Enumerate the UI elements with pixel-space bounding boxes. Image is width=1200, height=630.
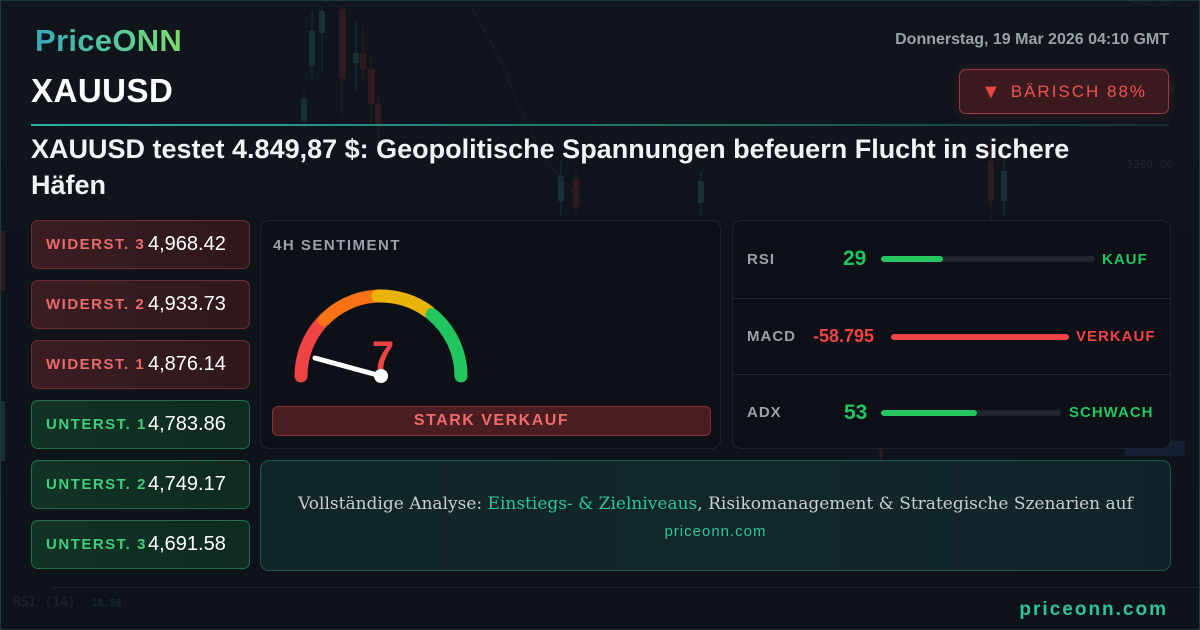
rsi-pane-label: RSI (14) 18.58 <box>13 595 122 610</box>
sentiment-gauge-icon <box>294 289 468 383</box>
indicator-name: MACD <box>747 328 796 345</box>
headline: XAUUSD testet 4.849,87 $: Geopolitische … <box>31 134 1070 200</box>
level-label: WIDERST. 3 <box>46 236 146 253</box>
indicators-panel: RSI 29 KAUF MACD -58.795 VERKAUF ADX 53 … <box>732 220 1171 449</box>
indicator-signal: KAUF <box>1102 250 1148 268</box>
level-value: 4,933.73 <box>148 293 226 315</box>
indicator-bar-fill <box>891 333 1069 340</box>
levels-list: WIDERST. 3 4,968.42 WIDERST. 2 4,933.73 … <box>31 220 250 569</box>
indicator-bar <box>881 409 1061 416</box>
indicator-bar-fill <box>881 256 943 262</box>
support-level-3: UNTERST. 3 4,691.58 <box>31 520 250 569</box>
rsi-pane-period: (14) <box>44 595 76 610</box>
indicator-row-macd: MACD -58.795 VERKAUF <box>733 298 1170 374</box>
triangle-down-icon: ▼ <box>980 80 1001 103</box>
chart-pane-separator <box>51 587 1199 588</box>
indicator-name: RSI <box>747 250 776 268</box>
datetime: Donnerstag, 19 Mar 2026 04:10 GMT <box>895 31 1169 48</box>
resistance-level-2: WIDERST. 2 4,933.73 <box>31 280 250 329</box>
indicator-value: 53 <box>844 400 868 424</box>
full-analysis-cta[interactable]: Vollständige Analyse: Einstiegs- & Zieln… <box>260 460 1171 571</box>
cta-suffix: , Risikomanagement & Strategische Szenar… <box>697 494 1133 514</box>
level-label: WIDERST. 1 <box>46 356 146 373</box>
sentiment-panel: 4H SENTIMENT 7 STARK VERKAUF <box>260 220 721 449</box>
cta-highlight: Einstiegs- & Zielniveaus <box>487 494 698 514</box>
cta-prefix: Vollständige Analyse: <box>298 494 488 514</box>
sentiment-score: 7 <box>371 334 395 378</box>
support-level-1: UNTERST. 1 4,783.86 <box>31 400 250 449</box>
header-divider <box>31 124 1169 126</box>
rsi-pane-name: RSI <box>13 595 37 610</box>
priceonn-logo: PriceONN <box>35 23 183 58</box>
level-label: UNTERST. 2 <box>46 476 147 493</box>
indicator-row-rsi: RSI 29 KAUF <box>733 221 1170 297</box>
indicator-bar <box>891 333 1069 340</box>
cta-text: Vollständige Analyse: Einstiegs- & Zieln… <box>261 494 1170 514</box>
footer-brand-link[interactable]: priceonn.com <box>1019 599 1168 620</box>
level-value: 4,691.58 <box>148 533 226 555</box>
support-level-2: UNTERST. 2 4,749.17 <box>31 460 250 509</box>
indicator-value: -58.795 <box>813 326 875 346</box>
indicator-value: 29 <box>843 247 867 270</box>
level-value: 4,968.42 <box>148 233 226 255</box>
indicator-name: ADX <box>747 404 782 421</box>
sentiment-title: 4H SENTIMENT <box>273 237 402 254</box>
indicator-bar <box>881 256 1095 262</box>
resistance-level-1: WIDERST. 1 4,876.14 <box>31 340 250 389</box>
level-value: 4,783.86 <box>148 413 226 435</box>
level-value: 4,876.14 <box>148 353 226 375</box>
level-label: UNTERST. 1 <box>46 416 147 433</box>
bias-label: BÄRISCH 88% <box>1010 81 1148 101</box>
sentiment-label: STARK VERKAUF <box>272 406 711 436</box>
resistance-level-3: WIDERST. 3 4,968.42 <box>31 220 250 269</box>
level-label: UNTERST. 3 <box>46 536 147 553</box>
bias-badge: ▼ BÄRISCH 88% <box>959 69 1169 114</box>
symbol-title: XAUUSD <box>31 72 174 109</box>
cta-link[interactable]: priceonn.com <box>664 523 767 540</box>
indicator-signal: SCHWACH <box>1069 404 1154 421</box>
indicator-bar-fill <box>881 409 977 416</box>
level-label: WIDERST. 2 <box>46 296 146 313</box>
indicator-row-adx: ADX 53 SCHWACH <box>733 374 1170 450</box>
level-value: 4,749.17 <box>148 473 226 495</box>
rsi-pane-value: 18.58 <box>91 598 122 609</box>
price-axis-label: 5400.00 <box>1126 0 1173 9</box>
indicator-signal: VERKAUF <box>1076 328 1156 345</box>
